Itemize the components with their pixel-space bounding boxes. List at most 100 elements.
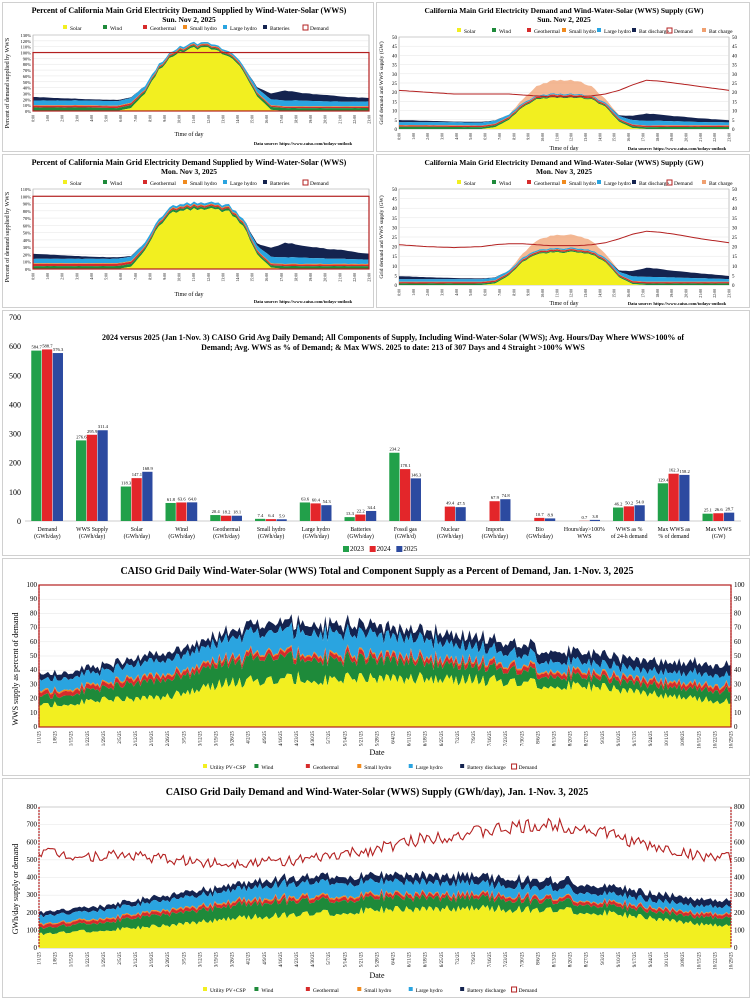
bar-2023 (210, 515, 221, 521)
x-tick-label: 9/24/25 (649, 952, 654, 968)
y-tick-label: 0 (395, 284, 398, 289)
y-tick-label-right: 30 (732, 73, 738, 78)
x-tick-label: 20:00 (684, 133, 688, 142)
y-tick-label: 45 (392, 45, 398, 50)
y-axis-label: Grid demand and WWS supply (GW) (378, 41, 385, 124)
x-tick-label: 23:00 (728, 289, 732, 298)
x-tick-label: 3/5/25 (182, 731, 187, 744)
data-label: 47.5 (457, 501, 466, 506)
y-tick-label: 700 (9, 313, 21, 322)
category-label: WWS (577, 534, 591, 540)
x-tick-label: 1/22/25 (86, 952, 91, 968)
legend-label: Wind (261, 988, 273, 994)
x-tick-label: 20:00 (684, 289, 688, 298)
x-tick-label: 3:00 (441, 133, 445, 140)
chart-percent-nov3: Percent of California Main Grid Electric… (4, 158, 372, 304)
x-tick-label: 6/18/25 (424, 952, 429, 968)
bar-2025 (679, 474, 690, 521)
x-tick-label: 10:00 (178, 273, 182, 282)
y-tick-label: 700 (27, 821, 38, 829)
bar-2025 (723, 512, 735, 521)
data-label: 8.9 (547, 512, 553, 517)
x-tick-label: 2:00 (61, 273, 65, 280)
legend-label: Geothermal (150, 26, 176, 32)
chart-title: California Main Grid Electricity Demand … (424, 158, 704, 167)
bar-2023 (120, 486, 132, 521)
x-tick-label: 7:00 (134, 273, 138, 280)
area-geothermal (39, 889, 731, 929)
data-label: 54.3 (323, 499, 332, 504)
legend-swatch-demand (302, 179, 309, 186)
x-tick-label: 4/16/25 (279, 731, 284, 747)
legend: Utility PV+CSP Wind Geothermal Small hydro L… (203, 986, 538, 994)
data-source: Data source: https://www.caiso.com/today… (628, 301, 727, 306)
y-tick-label: 90% (23, 56, 32, 61)
y-tick-label: 0% (25, 267, 31, 272)
x-tick-label: 9:00 (163, 273, 167, 280)
y-axis-label: GWh/day supply or demand (11, 844, 20, 934)
category-label: Small hydro (257, 527, 286, 533)
x-tick-label: 1/8/25 (54, 731, 59, 744)
area-solar (33, 208, 369, 269)
y-tick-label: 110% (21, 45, 32, 50)
x-tick-label: 11:00 (555, 289, 559, 298)
area-wind (39, 892, 731, 936)
y-axis-label: Grid demand and WWS supply (GW) (378, 195, 385, 278)
data-label: 3.8 (592, 514, 598, 519)
x-tick-label: 13:00 (584, 289, 588, 298)
legend-label: Demand (519, 988, 538, 994)
bar-2024 (221, 515, 232, 521)
x-tick-label: 7/23/25 (504, 731, 509, 747)
y-tick-label-right: 45 (732, 45, 738, 50)
data-label: 295.9 (87, 429, 98, 434)
x-tick-label: 8/6/25 (536, 731, 541, 744)
panel-percent-nov3: Percent of California Main Grid Electric… (2, 154, 374, 308)
area-batteries (33, 41, 369, 102)
x-tick-label: 11:00 (192, 273, 196, 282)
y-tick-label-right: 20 (732, 246, 738, 251)
chart-gw-nov3: California Main Grid Electricity Demand … (378, 158, 738, 307)
panel-gw-nov2: California Main Grid Electricity Demand … (376, 2, 750, 152)
category-label: (GWh/d) (395, 533, 416, 540)
chart-title-line2: Demand; Avg. WWS as % of Demand; & Max W… (201, 343, 585, 352)
y-tick-label-right: 700 (734, 821, 745, 829)
y-tick-label-right: 20 (734, 695, 742, 703)
legend-swatch-geothermal (305, 764, 310, 768)
x-tick-label: 10/22/25 (713, 731, 718, 749)
y-tick-label: 10% (23, 260, 32, 265)
data-label: 584.7 (31, 345, 42, 350)
legend-label: Demand (674, 29, 693, 35)
y-tick-label-right: 10 (732, 110, 738, 115)
x-tick-label: 5/7/25 (327, 952, 332, 965)
x-tick-label: 5:00 (469, 133, 473, 140)
x-tick-label: 6:00 (484, 289, 488, 296)
y-tick-label: 90 (30, 595, 38, 603)
x-tick-label: 4/23/25 (295, 731, 300, 747)
x-tick-label: 6/4/25 (392, 731, 397, 744)
y-tick-label: 400 (27, 874, 38, 882)
legend-label: Wind (110, 26, 122, 32)
y-tick-label: 80% (23, 62, 32, 67)
data-label: 34.4 (367, 505, 376, 510)
y-tick-label: 40 (392, 54, 398, 59)
legend-label: Solar (464, 29, 476, 35)
legend-label: Large hydro (230, 26, 257, 32)
plot-area: 0 0 100 100 200 200 300 300 400 400 500 500 600 600 70… (27, 803, 746, 970)
x-tick-label: 5/28/25 (375, 731, 380, 747)
y-tick-label: 130% (21, 33, 32, 38)
legend-label: Small hydro (190, 181, 217, 187)
bar-2025 (231, 515, 242, 521)
x-tick-label: 8/6/25 (536, 952, 541, 965)
category-label: Wind (175, 527, 188, 533)
data-label: 146.3 (411, 472, 422, 477)
y-tick-label: 100 (27, 581, 38, 589)
legend-swatch-batteries (632, 28, 636, 32)
data-label: 18.2 (222, 510, 231, 515)
y-tick-label-right: 5 (732, 119, 735, 124)
data-label: 28.7 (725, 507, 734, 512)
legend-label: Large hydro (230, 181, 257, 187)
x-tick-label: 12:00 (570, 133, 574, 142)
x-tick-label: 9/17/25 (633, 731, 638, 747)
data-label: 74.8 (502, 493, 511, 498)
legend-swatch-demand (511, 763, 518, 770)
